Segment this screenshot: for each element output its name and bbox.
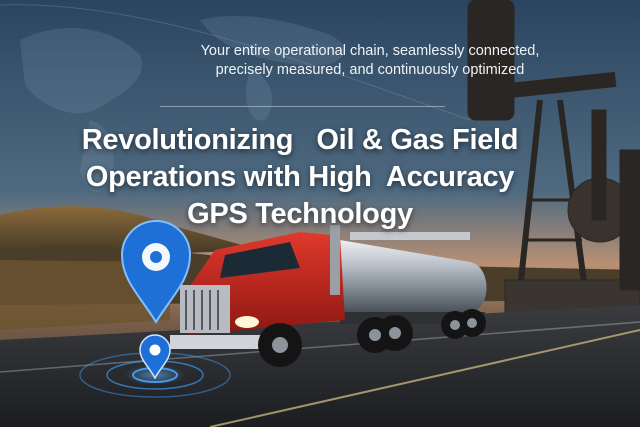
headline: Revolutionizing Oil & Gas Field Operatio… bbox=[20, 122, 580, 233]
headline-line-2: Operations with High Accuracy bbox=[85, 161, 515, 193]
divider bbox=[160, 106, 445, 107]
tagline: Your entire operational chain, seamlessl… bbox=[160, 42, 580, 80]
tagline-line-1: Your entire operational chain, seamlessl… bbox=[200, 43, 540, 59]
headline-line-1: Revolutionizing Oil & Gas Field bbox=[81, 124, 519, 156]
tagline-line-2: precisely measured, and continuously opt… bbox=[215, 62, 525, 78]
map-pin-icon bbox=[120, 220, 192, 324]
globe-map-graphic bbox=[20, 15, 345, 193]
small-map-pin-icon bbox=[139, 334, 171, 380]
tanker-truck-graphic bbox=[170, 225, 487, 367]
headline-line-3: GPS Technology bbox=[187, 198, 413, 230]
